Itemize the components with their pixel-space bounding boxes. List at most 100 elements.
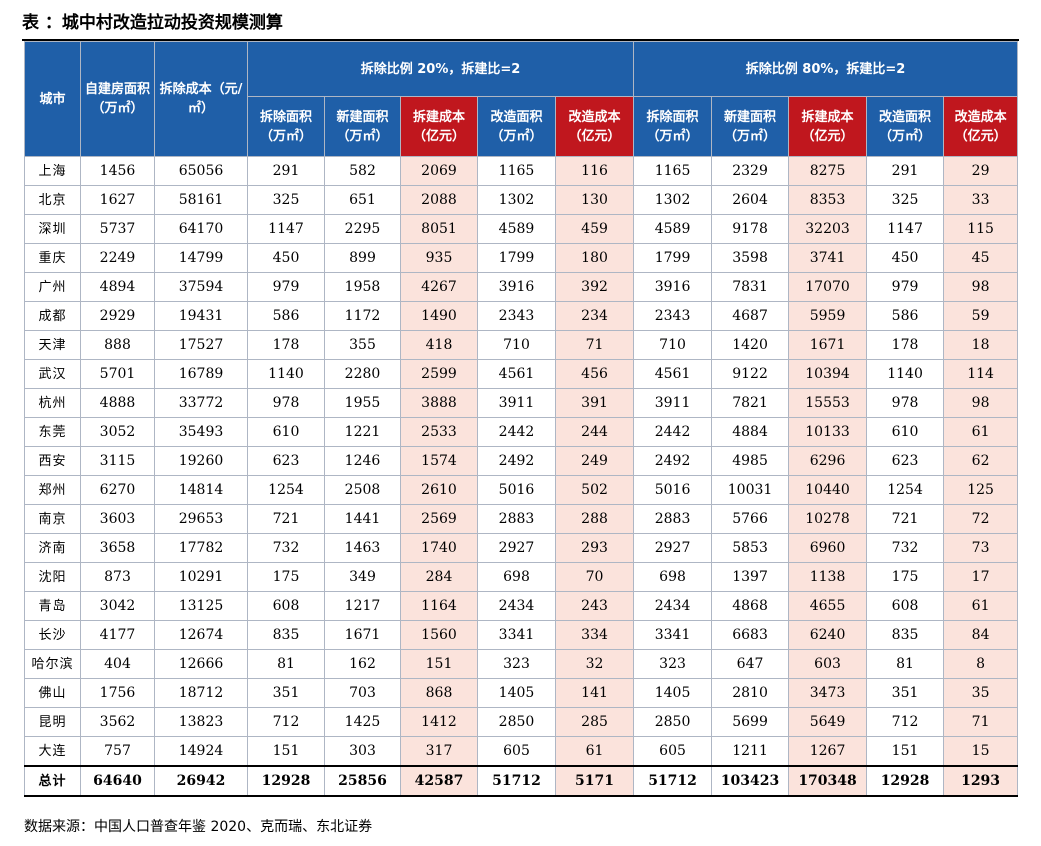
value-cell: 3598	[711, 243, 790, 273]
value-cell: 1420	[711, 330, 790, 360]
value-cell: 4267	[400, 272, 478, 302]
value-cell: 502	[554, 475, 635, 505]
value-cell: 888	[80, 330, 155, 360]
value-cell: 2492	[633, 446, 713, 476]
value-cell: 5766	[711, 504, 790, 534]
value-cell: 651	[324, 185, 401, 215]
city-cell: 长沙	[24, 620, 81, 650]
value-cell: 1456	[80, 156, 155, 186]
value-cell: 2569	[400, 504, 478, 534]
value-cell: 2295	[324, 214, 401, 244]
subheader-demolition-area-20: 拆除面积（万㎡）	[247, 96, 325, 157]
value-cell: 978	[247, 388, 325, 418]
value-cell: 5699	[711, 707, 790, 737]
value-cell: 2343	[477, 301, 556, 331]
value-cell: 935	[400, 243, 478, 273]
value-cell: 4177	[80, 620, 155, 650]
value-cell: 605	[633, 736, 713, 767]
value-cell: 3741	[788, 243, 868, 273]
value-cell: 19260	[154, 446, 248, 476]
value-cell: 1211	[711, 736, 790, 767]
table-row: 郑州 6270 14814 1254 2508 2610 5016 502 5016 10031 1…	[24, 475, 1019, 505]
value-cell: 35493	[154, 417, 248, 447]
total-row: 总计 64640 26942 12928 25856 42587 51712 5171 5171…	[24, 765, 1019, 797]
value-cell: 3916	[633, 272, 713, 302]
value-cell: 1756	[80, 678, 155, 708]
value-cell: 1671	[324, 620, 401, 650]
value-cell: 3603	[80, 504, 155, 534]
value-cell: 162	[324, 649, 401, 679]
subheader-renovation-area-20: 改造面积（万㎡）	[477, 96, 556, 157]
value-cell: 151	[400, 649, 478, 679]
table-row: 武汉 5701 16789 1140 2280 2599 4561 456 4561 9122 10…	[24, 359, 1019, 389]
city-cell: 哈尔滨	[24, 649, 81, 679]
value-cell: 7831	[711, 272, 790, 302]
value-cell: 61	[554, 736, 635, 767]
value-cell: 10291	[154, 562, 248, 592]
value-cell: 1397	[711, 562, 790, 592]
value-cell: 14799	[154, 243, 248, 273]
value-cell: 98	[943, 388, 1019, 418]
value-cell: 71	[554, 330, 635, 360]
value-cell: 3341	[477, 620, 556, 650]
value-cell: 1627	[80, 185, 155, 215]
value-cell: 81	[247, 649, 325, 679]
table-row: 佛山 1756 18712 351 703 868 1405 141 1405 2810 3473 3…	[24, 678, 1019, 708]
value-cell: 323	[633, 649, 713, 679]
value-cell: 1405	[633, 678, 713, 708]
value-cell: 582	[324, 156, 401, 186]
table-row: 长沙 4177 12674 835 1671 1560 3341 334 3341 6683 624…	[24, 620, 1019, 650]
value-cell: 732	[247, 533, 325, 563]
value-cell: 3911	[633, 388, 713, 418]
value-cell: 698	[633, 562, 713, 592]
value-cell: 1302	[477, 185, 556, 215]
value-cell: 610	[866, 417, 945, 447]
value-cell: 4868	[711, 591, 790, 621]
table-row: 深圳 5737 64170 1147 2295 8051 4589 459 4589 9178 32…	[24, 214, 1019, 244]
table-row: 天津 888 17527 178 355 418 710 71 710 1420 1671 178 18	[24, 330, 1019, 360]
value-cell: 323	[477, 649, 556, 679]
value-cell: 10278	[788, 504, 868, 534]
value-cell: 2508	[324, 475, 401, 505]
value-cell: 125	[943, 475, 1019, 505]
city-cell: 郑州	[24, 475, 81, 505]
table-row: 沈阳 873 10291 175 349 284 698 70 698 1397 1138 175 17	[24, 562, 1019, 592]
value-cell: 59	[943, 301, 1019, 331]
value-cell: 12674	[154, 620, 248, 650]
value-cell: 2249	[80, 243, 155, 273]
value-cell: 835	[247, 620, 325, 650]
header-scenario-20: 拆除比例 20%，拆建比=2	[246, 41, 635, 97]
city-cell: 杭州	[24, 388, 81, 418]
value-cell: 291	[247, 156, 325, 186]
investment-table: 城市 自建房面积（万㎡） 拆除成本（元/㎡） 拆除比例 20%，拆建比=2 拆除…	[24, 41, 1019, 797]
value-cell: 2069	[400, 156, 478, 186]
value-cell: 35	[943, 678, 1019, 708]
value-cell: 456	[554, 359, 635, 389]
table-row: 南京 3603 29653 721 1441 2569 2883 288 2883 5766 102…	[24, 504, 1019, 534]
value-cell: 1147	[247, 214, 325, 244]
value-cell: 7821	[711, 388, 790, 418]
value-cell: 170348	[788, 765, 868, 797]
value-cell: 291	[866, 156, 945, 186]
value-cell: 978	[866, 388, 945, 418]
value-cell: 3916	[477, 272, 556, 302]
header-demolition-cost: 拆除成本（元/㎡）	[154, 41, 248, 157]
value-cell: 51712	[477, 765, 556, 797]
value-cell: 32	[554, 649, 635, 679]
value-cell: 2329	[711, 156, 790, 186]
value-cell: 712	[866, 707, 945, 737]
value-cell: 3658	[80, 533, 155, 563]
value-cell: 5171	[554, 765, 635, 797]
value-cell: 151	[866, 736, 945, 767]
value-cell: 2088	[400, 185, 478, 215]
value-cell: 3341	[633, 620, 713, 650]
value-cell: 647	[711, 649, 790, 679]
table-row: 重庆 2249 14799 450 899 935 1799 180 1799 3598 3741 4…	[24, 243, 1019, 273]
value-cell: 116	[554, 156, 635, 186]
value-cell: 58161	[154, 185, 248, 215]
value-cell: 721	[247, 504, 325, 534]
value-cell: 8353	[788, 185, 868, 215]
value-cell: 15	[943, 736, 1019, 767]
table-row: 杭州 4888 33772 978 1955 3888 3911 391 3911 7821 155…	[24, 388, 1019, 418]
value-cell: 2927	[477, 533, 556, 563]
